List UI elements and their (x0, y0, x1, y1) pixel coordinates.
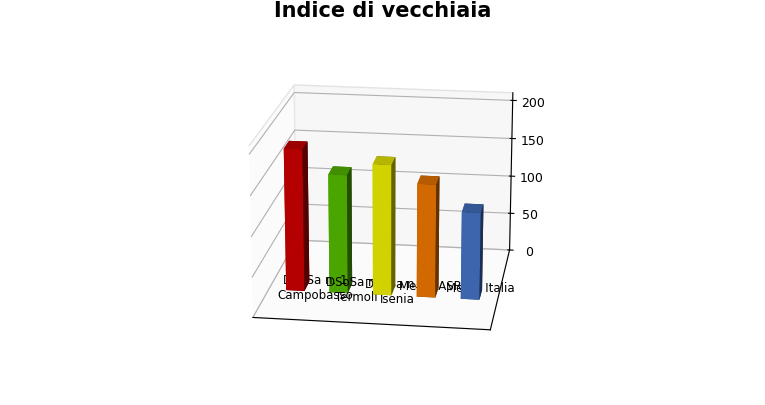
Title: Indice di vecchiaia: Indice di vecchiaia (274, 1, 491, 21)
